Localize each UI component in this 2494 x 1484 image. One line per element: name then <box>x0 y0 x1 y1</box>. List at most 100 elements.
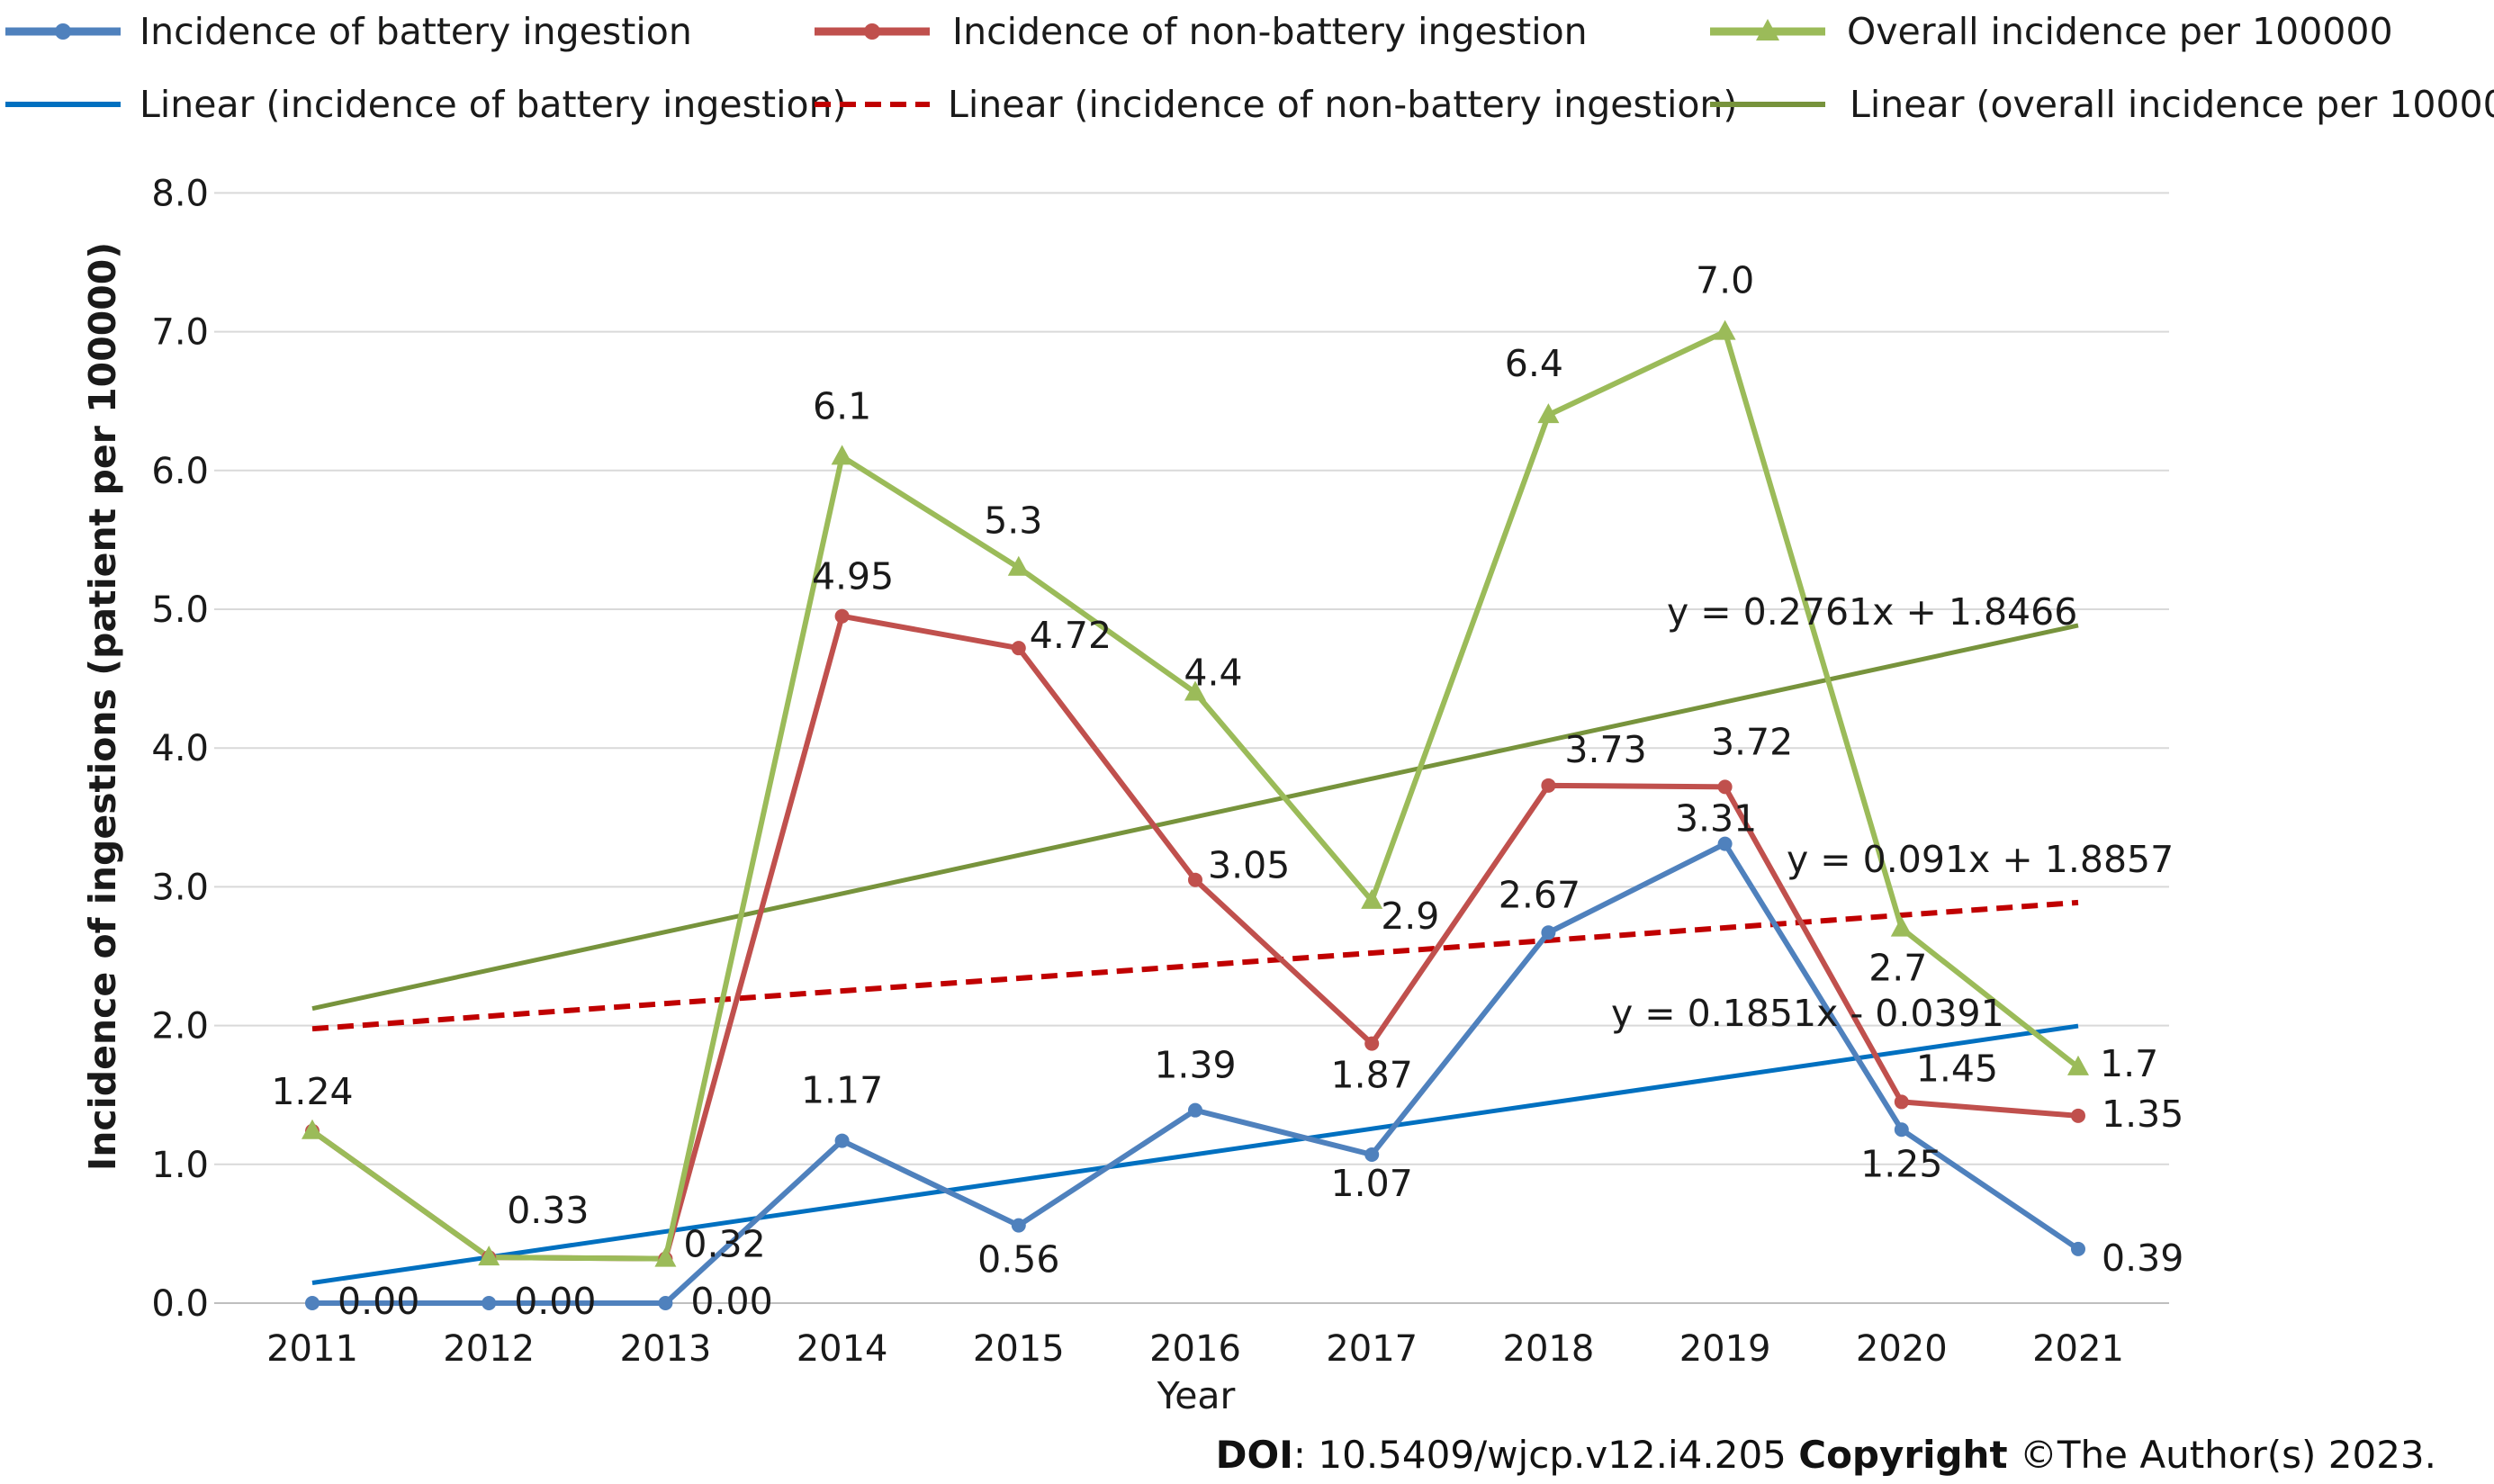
data-label: 3.73 <box>1564 728 1646 771</box>
x-axis-title: Year <box>1157 1374 1236 1417</box>
x-tick-label: 2014 <box>797 1328 888 1370</box>
legend-item: Overall incidence per 100000 <box>1710 10 2393 53</box>
doi-label: DOI <box>1215 1433 1293 1477</box>
data-point <box>1894 1094 1909 1110</box>
y-tick-label: 5.0 <box>151 589 209 631</box>
data-label: 0.39 <box>2102 1237 2183 1280</box>
data-point <box>302 1119 323 1139</box>
y-tick-label: 3.0 <box>151 867 209 908</box>
legend-circle-marker <box>864 23 880 40</box>
copyright-label: Copyright <box>1798 1433 2008 1477</box>
gridlines <box>214 192 2169 1304</box>
y-tick-label: 7.0 <box>151 312 209 354</box>
legend-item: Incidence of non-battery ingestion <box>815 10 1588 53</box>
y-tick-label: 4.0 <box>151 728 209 769</box>
data-point <box>1188 1102 1202 1118</box>
x-tick-label: 2015 <box>973 1328 1065 1370</box>
data-label: 0.33 <box>507 1189 589 1232</box>
y-axis-title: Incidence of ingestions (patient per 100… <box>81 242 124 1171</box>
data-point <box>1714 319 1736 340</box>
x-tick-label: 2011 <box>266 1328 358 1370</box>
data-point <box>1184 680 1206 701</box>
y-tick-label: 2.0 <box>151 1006 209 1048</box>
data-point <box>1537 403 1560 424</box>
data-label: 1.07 <box>1331 1162 1413 1205</box>
data-label: 0.56 <box>977 1238 1059 1282</box>
data-point <box>1541 778 1556 793</box>
data-point <box>1717 779 1733 795</box>
data-point <box>1188 872 1202 887</box>
x-tick-label: 2021 <box>2032 1328 2124 1370</box>
data-point <box>1541 925 1556 940</box>
legend-item: Linear (incidence of non-battery ingesti… <box>815 83 1737 126</box>
legend-circle-marker <box>55 23 71 40</box>
data-label: 1.17 <box>801 1069 883 1112</box>
data-point <box>834 1133 850 1148</box>
legend-item: Linear (incidence of battery ingestion) <box>5 83 847 126</box>
data-point <box>1011 641 1026 656</box>
data-label: 1.35 <box>2102 1093 2183 1136</box>
data-label: 6.1 <box>813 384 871 427</box>
data-label: 0.00 <box>514 1280 596 1323</box>
trend-equation: y = 0.091x + 1.8857 <box>1787 838 2174 881</box>
doi-value: : 10.5409/wjcp.v12.i4.205 <box>1292 1433 1799 1477</box>
data-label: 0.00 <box>338 1280 419 1323</box>
data-label: 1.7 <box>2100 1042 2158 1085</box>
data-label: 3.05 <box>1208 844 1290 887</box>
data-point <box>1007 555 1030 576</box>
legend-item: Linear (overall incidence per 100000) <box>1710 83 2494 126</box>
x-tick-label: 2016 <box>1149 1328 1241 1370</box>
data-point <box>834 608 850 624</box>
series-line-2 <box>311 613 2079 1262</box>
x-tick-label: 2013 <box>620 1328 712 1370</box>
data-point <box>1364 1036 1380 1051</box>
data-label: 0.00 <box>690 1280 772 1323</box>
trendline-2 <box>311 899 2079 1032</box>
y-tick-label: 0.0 <box>151 1283 209 1325</box>
legend-label: Incidence of battery ingestion <box>140 10 692 53</box>
x-tick-label: 2019 <box>1679 1328 1771 1370</box>
data-label: 4.4 <box>1184 652 1242 695</box>
legend-item: Incidence of battery ingestion <box>5 10 692 53</box>
data-label: 1.25 <box>1860 1142 1942 1185</box>
x-tick-label: 2017 <box>1326 1328 1418 1370</box>
data-point <box>2071 1241 2085 1256</box>
legend-label: Overall incidence per 100000 <box>1847 10 2393 53</box>
y-tick-label: 8.0 <box>151 173 209 214</box>
data-label: 2.7 <box>1868 947 1927 990</box>
data-label: 6.4 <box>1505 342 1563 385</box>
data-point <box>1717 836 1733 851</box>
data-point <box>1011 1218 1026 1233</box>
y-axis: 0.0 1.0 2.0 3.0 4.0 5.0 6.0 7.0 8.0 <box>151 173 209 1325</box>
x-tick-label: 2020 <box>1856 1328 1948 1370</box>
trendlines <box>311 623 2079 1285</box>
data-label: 7.0 <box>1696 259 1754 302</box>
legend-label: Incidence of non-battery ingestion <box>952 10 1588 53</box>
trend-equation: y = 0.1851x - 0.0391 <box>1611 992 2004 1035</box>
data-label: 1.45 <box>1916 1047 1998 1090</box>
y-tick-label: 1.0 <box>151 1145 209 1186</box>
data-label: 5.3 <box>984 499 1042 543</box>
data-labels: 0.00 0.00 0.00 1.17 0.56 1.39 1.07 2.67 3.31 1.25… <box>271 259 2183 1323</box>
trend-equations: y = 0.1851x - 0.0391 y = 0.091x + 1.8857 y… <box>1611 590 2174 1035</box>
legend-label: Linear (incidence of non-battery ingesti… <box>948 83 1737 126</box>
data-point <box>2071 1108 2085 1123</box>
data-label: 1.24 <box>271 1070 353 1113</box>
data-label: 3.72 <box>1711 720 1793 763</box>
data-label: 1.39 <box>1154 1044 1236 1087</box>
data-label: 4.72 <box>1030 614 1112 657</box>
legend-label: Linear (overall incidence per 100000) <box>1850 83 2494 126</box>
data-label: 3.31 <box>1675 797 1757 841</box>
legend: Incidence of battery ingestion Incidence … <box>5 10 2494 126</box>
data-point <box>2067 1055 2089 1075</box>
data-point <box>658 1296 673 1310</box>
copyright-value: ©The Author(s) 2023. <box>2007 1433 2436 1477</box>
x-axis: 2011 2012 2013 2014 2015 2016 2017 2018 2019 2020… <box>214 1302 2169 1370</box>
data-point <box>1361 888 1383 909</box>
trendline-1 <box>311 1023 2079 1285</box>
data-point <box>482 1296 497 1310</box>
data-point <box>654 1246 677 1267</box>
data-point <box>478 1246 500 1266</box>
data-label: 0.32 <box>683 1223 765 1266</box>
